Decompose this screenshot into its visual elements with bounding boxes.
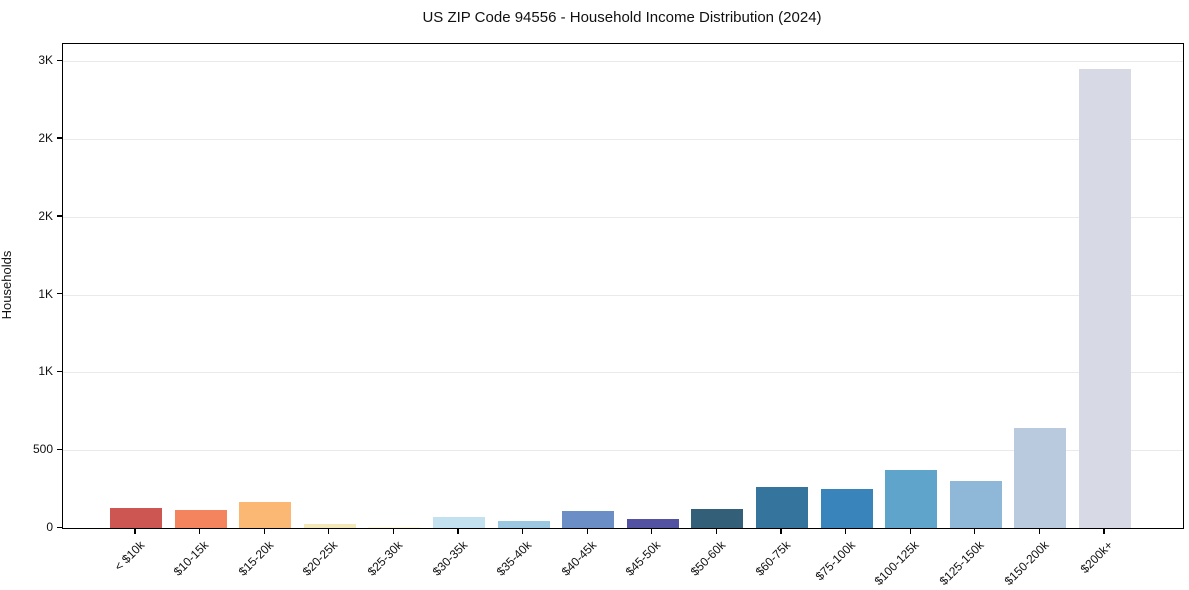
x-tick-mark bbox=[1038, 529, 1041, 534]
y-tick-label: 500 bbox=[32, 442, 53, 457]
x-tick-label: $10-15k bbox=[170, 538, 212, 579]
x-tick-mark bbox=[521, 529, 524, 534]
y-tick-mark bbox=[57, 370, 62, 373]
x-tick-label: < $10k bbox=[111, 538, 147, 574]
bar-$25-30k bbox=[368, 527, 421, 528]
bar-$60-75k bbox=[756, 486, 808, 528]
x-tick-label: $60-75k bbox=[752, 538, 793, 579]
gridline bbox=[63, 294, 1183, 296]
x-tick-mark bbox=[974, 529, 976, 534]
bar-< $10k bbox=[110, 507, 162, 528]
bar-$20-25k bbox=[303, 524, 356, 528]
x-tick-label: $20-25k bbox=[300, 538, 341, 579]
y-tick-label: 1K bbox=[38, 286, 53, 301]
plot-area bbox=[62, 43, 1184, 529]
y-tick-mark bbox=[57, 448, 62, 450]
x-tick-mark bbox=[780, 529, 782, 534]
x-tick-mark bbox=[198, 529, 201, 534]
x-tick-mark bbox=[134, 529, 136, 534]
x-tick-label: $75-100k bbox=[812, 538, 858, 584]
x-tick-label: $15-20k bbox=[235, 538, 277, 579]
bar-$150-200k bbox=[1014, 427, 1067, 528]
bar-$125-150k bbox=[949, 481, 1002, 528]
gridline bbox=[63, 372, 1183, 374]
bar-$35-40k bbox=[497, 521, 550, 528]
y-tick-label: 2K bbox=[38, 130, 53, 145]
x-tick-label: $200k+ bbox=[1077, 538, 1116, 576]
y-tick-label: 1K bbox=[38, 364, 53, 379]
y-tick-label: 3K bbox=[38, 53, 53, 68]
x-tick-mark bbox=[909, 529, 911, 534]
x-tick-mark bbox=[457, 529, 459, 534]
y-tick-mark bbox=[57, 293, 62, 295]
gridline bbox=[63, 61, 1183, 63]
x-tick-mark bbox=[651, 529, 653, 534]
x-tick-mark bbox=[715, 529, 718, 534]
x-tick-mark bbox=[586, 529, 588, 534]
x-tick-mark bbox=[392, 529, 395, 534]
x-tick-label: $35-40k bbox=[493, 538, 535, 579]
y-tick-mark bbox=[57, 137, 62, 139]
x-tick-mark bbox=[844, 529, 847, 534]
gridline bbox=[63, 450, 1183, 452]
chart-title: US ZIP Code 94556 - Household Income Dis… bbox=[422, 9, 822, 26]
y-tick-label: 2K bbox=[38, 208, 53, 223]
x-tick-label: $100-125k bbox=[872, 538, 923, 589]
y-tick-mark bbox=[57, 215, 62, 217]
x-tick-label: $30-35k bbox=[429, 538, 470, 579]
bar-$30-35k bbox=[433, 517, 485, 528]
bar-$10-15k bbox=[174, 510, 227, 528]
x-tick-mark bbox=[263, 529, 265, 534]
gridline bbox=[63, 216, 1183, 218]
bar-$75-100k bbox=[820, 489, 873, 528]
x-tick-label: $25-30k bbox=[364, 538, 406, 579]
y-axis-label: Households bbox=[0, 250, 14, 320]
x-tick-label: $125-150k bbox=[936, 538, 987, 589]
x-tick-label: $45-50k bbox=[623, 538, 664, 579]
bar-$40-45k bbox=[562, 510, 615, 528]
x-tick-label: $40-45k bbox=[558, 538, 600, 579]
bar-$45-50k bbox=[626, 519, 679, 528]
y-tick-label: 0 bbox=[46, 520, 53, 534]
y-tick-mark bbox=[57, 59, 62, 61]
bar-$50-60k bbox=[691, 508, 744, 528]
x-tick-mark bbox=[328, 529, 330, 534]
bar-$15-20k bbox=[239, 501, 292, 528]
bar-$100-125k bbox=[885, 470, 938, 528]
x-tick-mark bbox=[1103, 529, 1105, 534]
x-tick-label: $150-200k bbox=[1001, 538, 1052, 589]
x-tick-label: $50-60k bbox=[687, 538, 729, 579]
gridline bbox=[63, 138, 1183, 140]
bar-$200k+ bbox=[1079, 68, 1131, 528]
y-tick-mark bbox=[57, 526, 62, 528]
